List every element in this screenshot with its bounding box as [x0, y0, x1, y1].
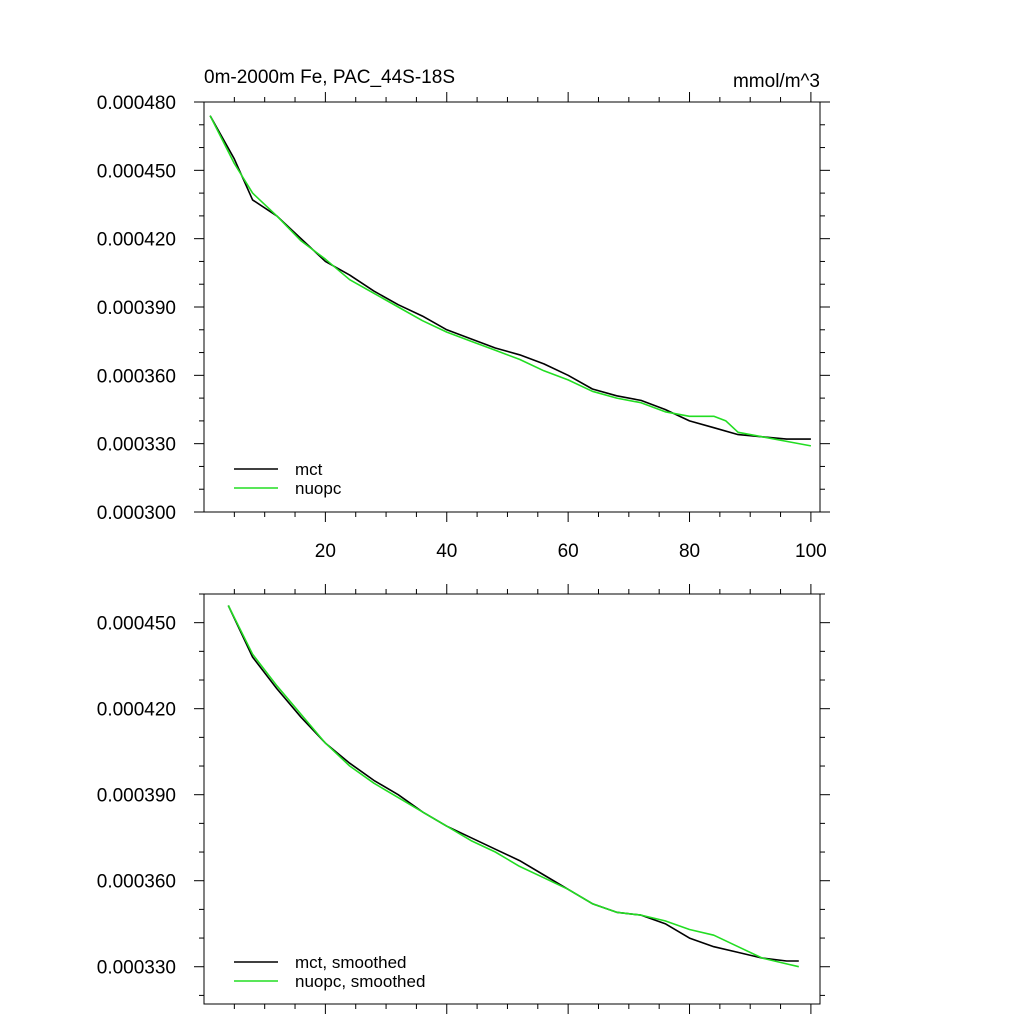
y-tick-label: 0.000420 [97, 700, 176, 721]
chart-title: 0m-2000m Fe, PAC_44S-18S [204, 67, 455, 88]
legend-label: nuopc, smoothed [295, 972, 425, 991]
x-tick-label: 100 [795, 541, 827, 562]
plot-frame [203, 593, 821, 1005]
y-tick-label: 0.000300 [97, 503, 176, 524]
legend-label: mct, smoothed [295, 953, 407, 972]
y-tick-label: 0.000450 [97, 614, 176, 635]
y-tick-label: 0.000360 [97, 872, 176, 893]
x-tick-label: 60 [558, 541, 579, 562]
x-tick-label: 40 [436, 541, 457, 562]
series-lines [227, 605, 799, 968]
series-lines [209, 115, 812, 447]
top-panel: 0m-2000m Fe, PAC_44S-18S mmol/m^3 0.0003… [97, 67, 830, 562]
units-label: mmol/m^3 [733, 71, 820, 92]
y-tick-label: 0.000390 [97, 298, 176, 319]
series-line-nuopc [227, 605, 799, 968]
series-line-nuopc [209, 115, 812, 447]
y-tick-label: 0.000330 [97, 435, 176, 456]
x-tick-label: 80 [679, 541, 700, 562]
series-line-mct [209, 115, 811, 440]
y-tick-label: 0.000450 [97, 161, 176, 182]
tick-labels: 0.000300 0.000330 0.000360 0.000390 0.000420… [97, 93, 827, 562]
tick-labels: 0.000330 0.000360 0.000390 0.000420 0.000450 [97, 614, 176, 979]
y-tick-label: 0.000480 [97, 93, 176, 114]
y-tick-label: 0.000330 [97, 958, 176, 979]
axis-ticks [194, 92, 830, 522]
y-tick-label: 0.000390 [97, 786, 176, 807]
legend-label: mct [295, 460, 323, 479]
y-tick-label: 0.000420 [97, 230, 176, 251]
axis-ticks [194, 584, 830, 1014]
series-line-mct [227, 605, 799, 962]
bottom-panel: 0.000330 0.000360 0.000390 0.000420 0.000450… [97, 584, 830, 1014]
x-tick-label: 20 [315, 541, 336, 562]
legend-label: nuopc [295, 479, 342, 498]
plot-frame [203, 101, 821, 513]
y-tick-label: 0.000360 [97, 366, 176, 387]
